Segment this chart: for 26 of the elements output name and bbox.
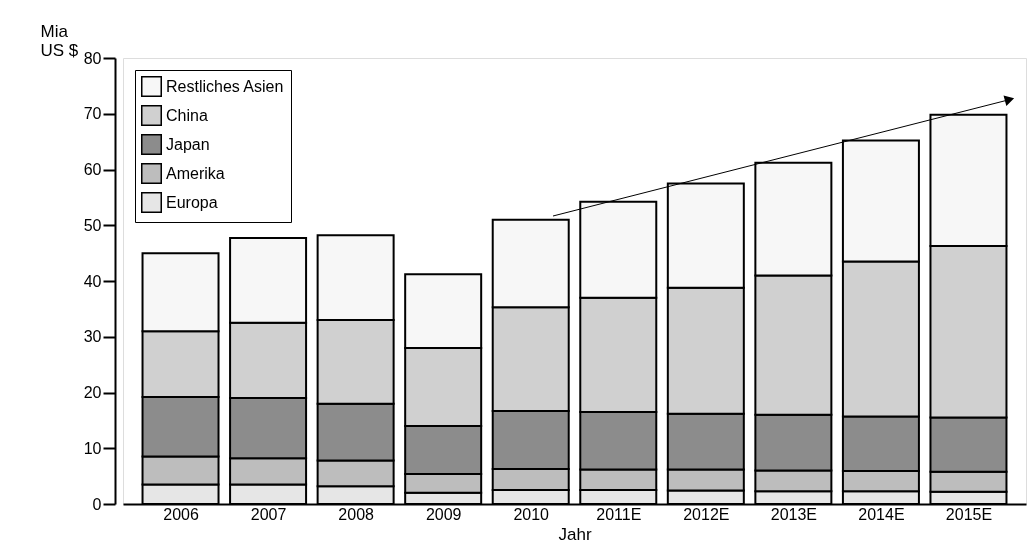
legend-label: China [166, 106, 208, 124]
x-tick-label: 2006 [163, 505, 199, 523]
y-tick-label: 40 [83, 272, 102, 290]
y-tick-label: 0 [92, 495, 102, 513]
x-tick-label: 2013E [770, 505, 818, 523]
y-axis-title: Mia US $ [40, 21, 79, 60]
y-tick-label: 30 [83, 328, 102, 346]
x-tick-label: 2007 [250, 505, 287, 523]
x-tick-label: 2008 [338, 505, 375, 523]
y-tick-label: 80 [83, 49, 102, 67]
x-tick-label: 2014E [858, 505, 905, 523]
y-tick-label: 60 [83, 161, 102, 178]
x-tick-label: 2009 [425, 505, 462, 523]
x-tick-label: 2011E [596, 505, 642, 523]
legend-label: Restliches Asien [166, 77, 284, 95]
legend-label: Japan [166, 135, 210, 153]
x-tick-label: 2010 [513, 505, 550, 523]
x-axis-title: Jahr [558, 524, 592, 544]
x-tick-label: 2012E [683, 505, 730, 523]
y-tick-label: 20 [83, 384, 102, 401]
x-tick-label: 2015E [945, 505, 993, 523]
y-tick-label: 50 [83, 216, 102, 234]
legend-label: Europa [166, 193, 218, 211]
y-tick-label: 10 [83, 439, 102, 457]
legend-label: Amerika [166, 164, 225, 182]
y-tick-label: 70 [83, 105, 102, 123]
